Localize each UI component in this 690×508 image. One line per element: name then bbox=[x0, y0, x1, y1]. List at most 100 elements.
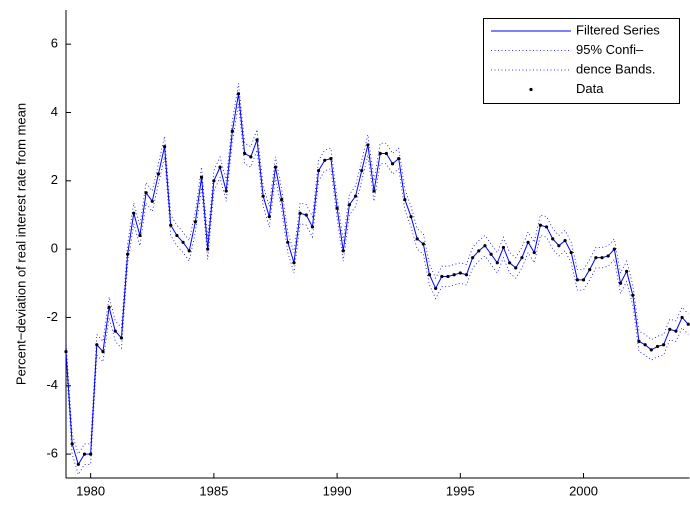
data-point bbox=[415, 237, 419, 241]
data-point bbox=[82, 452, 87, 456]
data-point bbox=[175, 233, 179, 238]
data-point bbox=[557, 244, 561, 248]
x-tick-label: 1985 bbox=[199, 483, 228, 498]
data-point bbox=[649, 348, 653, 352]
data-point bbox=[551, 237, 555, 241]
data-point bbox=[107, 305, 111, 309]
data-point bbox=[563, 238, 567, 243]
data-point bbox=[298, 211, 302, 215]
data-point bbox=[280, 197, 284, 202]
data-point bbox=[612, 247, 616, 251]
data-point bbox=[156, 172, 161, 176]
data-point bbox=[95, 343, 99, 347]
data-point bbox=[212, 179, 216, 183]
data-point bbox=[390, 162, 395, 166]
x-tick-label: 1995 bbox=[446, 483, 475, 498]
data-point bbox=[162, 145, 167, 149]
data-point bbox=[218, 165, 222, 169]
data-point bbox=[458, 271, 462, 275]
x-tick-label: 1980 bbox=[76, 483, 105, 498]
data-point bbox=[668, 327, 672, 332]
data-point bbox=[637, 339, 641, 343]
data-point bbox=[464, 273, 469, 277]
data-point bbox=[126, 252, 130, 256]
data-point bbox=[625, 269, 629, 273]
data-point bbox=[520, 256, 524, 260]
confidence-band bbox=[65, 83, 689, 456]
legend-box bbox=[483, 18, 680, 104]
data-point bbox=[353, 194, 358, 198]
data-point bbox=[544, 225, 549, 229]
data-point bbox=[341, 249, 345, 253]
y-tick-label: 6 bbox=[51, 36, 58, 51]
data-point bbox=[471, 256, 475, 260]
data-point bbox=[507, 261, 512, 265]
data-point bbox=[366, 143, 370, 147]
data-point bbox=[618, 281, 623, 285]
data-point bbox=[286, 240, 290, 244]
y-tick-label: 2 bbox=[51, 172, 58, 187]
data-point bbox=[132, 211, 136, 215]
confidence-band bbox=[65, 103, 689, 476]
data-point bbox=[538, 223, 543, 227]
data-point bbox=[403, 197, 407, 202]
legend-label: 95% Confi– bbox=[576, 42, 644, 57]
data-point bbox=[187, 249, 191, 253]
data-point bbox=[329, 156, 333, 161]
data-point bbox=[335, 206, 339, 210]
data-point bbox=[181, 240, 185, 244]
data-point bbox=[421, 242, 425, 246]
data-point bbox=[317, 168, 321, 173]
data-point bbox=[169, 223, 173, 227]
data-point bbox=[501, 245, 506, 250]
data-point bbox=[483, 244, 487, 248]
data-point bbox=[230, 129, 234, 133]
x-tick-label: 2000 bbox=[569, 483, 598, 498]
data-point bbox=[643, 343, 647, 347]
data-point bbox=[680, 315, 684, 320]
data-point bbox=[575, 278, 579, 282]
data-point bbox=[199, 175, 204, 179]
data-point bbox=[674, 329, 678, 333]
data-point bbox=[113, 329, 117, 333]
data-point bbox=[434, 286, 438, 291]
data-point bbox=[606, 254, 610, 258]
data-point bbox=[249, 155, 253, 159]
series-line bbox=[65, 93, 689, 466]
data-point bbox=[224, 189, 228, 193]
data-point bbox=[304, 213, 308, 217]
data-point bbox=[409, 215, 413, 219]
data-point bbox=[631, 293, 635, 297]
data-point bbox=[323, 158, 327, 162]
data-point bbox=[255, 138, 259, 142]
data-point bbox=[292, 261, 296, 265]
data-point bbox=[427, 273, 432, 277]
data-point bbox=[372, 189, 376, 193]
data-point bbox=[581, 278, 586, 282]
data-point bbox=[236, 92, 241, 96]
data-point bbox=[477, 249, 481, 253]
data-point bbox=[446, 274, 450, 279]
data-point bbox=[70, 442, 74, 446]
y-tick-label: 0 bbox=[51, 241, 58, 256]
data-point bbox=[76, 462, 80, 466]
legend-marker bbox=[529, 87, 533, 92]
data-point bbox=[310, 225, 315, 229]
data-point bbox=[378, 151, 382, 156]
data-point bbox=[514, 266, 518, 270]
data-point bbox=[138, 233, 142, 238]
data-point bbox=[662, 343, 666, 347]
data-point bbox=[594, 256, 598, 260]
data-point bbox=[489, 252, 493, 256]
data-point bbox=[600, 256, 604, 260]
data-point bbox=[360, 168, 364, 173]
data-point bbox=[243, 151, 247, 156]
data-point bbox=[588, 268, 592, 272]
data-point bbox=[452, 273, 456, 277]
legend-label: dence Bands. bbox=[576, 61, 656, 76]
data-point bbox=[569, 250, 573, 255]
data-point bbox=[655, 344, 660, 349]
legend-label: Filtered Series bbox=[576, 22, 660, 37]
data-point bbox=[495, 261, 499, 265]
